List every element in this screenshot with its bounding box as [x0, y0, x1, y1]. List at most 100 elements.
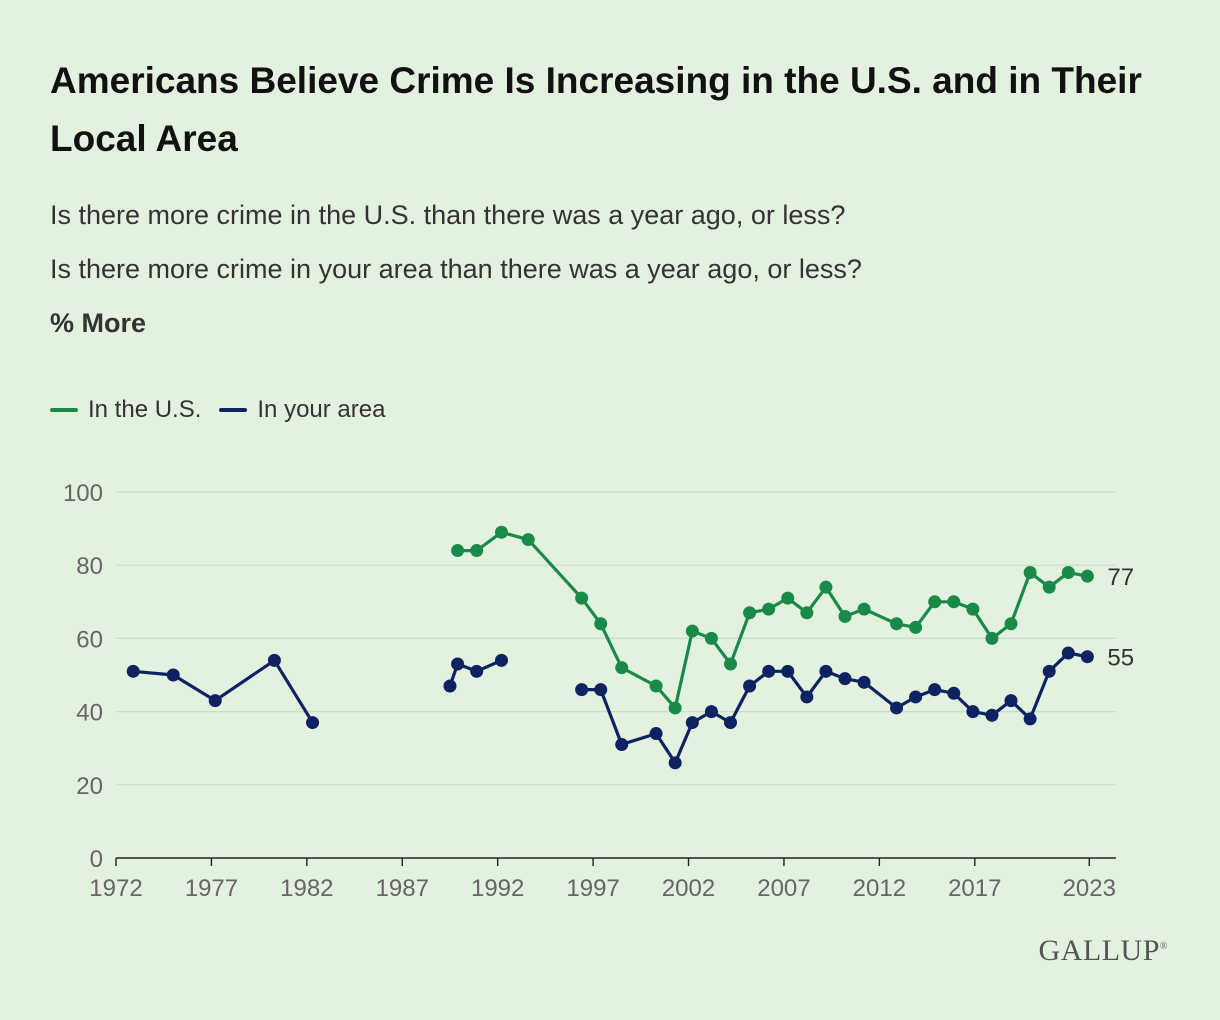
data-point-area [1061, 646, 1075, 660]
data-point-area [928, 683, 942, 697]
series-line-area-segment-1 [131, 658, 315, 725]
legend-item-us: In the U.S. [50, 396, 201, 424]
data-point-us [966, 602, 980, 616]
measure-label: % More [50, 308, 147, 338]
data-point-area [668, 756, 682, 770]
data-point-us [890, 617, 904, 631]
x-tick-label: 2002 [662, 875, 715, 902]
data-point-area [819, 664, 833, 678]
data-point-us [594, 617, 608, 631]
y-tick-label: 0 [90, 846, 103, 873]
x-tick-label: 1982 [280, 875, 333, 902]
x-tick-label: 1992 [471, 875, 524, 902]
data-point-area [615, 738, 629, 752]
data-point-area [306, 716, 320, 730]
data-point-us [743, 606, 757, 620]
data-point-area [890, 701, 904, 715]
legend-swatch-area [219, 408, 248, 412]
data-point-area [685, 716, 699, 730]
end-label-us: 77 [1107, 564, 1134, 591]
data-point-us [800, 606, 814, 620]
data-point-area [1080, 650, 1094, 664]
series-line-us-segment-1 [456, 530, 1090, 710]
chart-subtitle-us-question: Is there more crime in the U.S. than the… [50, 200, 846, 230]
data-point-area [947, 686, 961, 700]
data-point-area [743, 679, 757, 693]
data-point-us [704, 631, 718, 645]
data-point-area [126, 664, 140, 678]
series-line-area-segment-3 [579, 651, 1090, 765]
data-point-us [1080, 569, 1094, 583]
data-point-area [985, 708, 999, 722]
chart-legend: In the U.S. In your area [50, 396, 403, 424]
data-point-us [1042, 580, 1056, 594]
legend-label-area: In your area [257, 396, 386, 423]
data-point-area [166, 668, 180, 682]
data-point-area [451, 657, 465, 671]
data-point-us [819, 580, 833, 594]
data-point-us [762, 602, 776, 616]
data-point-area [649, 727, 663, 741]
data-point-us [857, 602, 871, 616]
data-point-area [1042, 664, 1056, 678]
data-point-us [928, 595, 942, 609]
y-tick-label: 100 [63, 480, 103, 507]
data-point-us [685, 624, 699, 638]
legend-item-area: In your area [219, 396, 385, 424]
data-point-area [594, 683, 608, 697]
x-tick-label: 1972 [89, 875, 142, 902]
data-point-us [1004, 617, 1018, 631]
x-tick-label: 1977 [185, 875, 238, 902]
legend-label-us: In the U.S. [88, 396, 202, 423]
data-point-us [668, 701, 682, 715]
gallup-logo: GALLUP® [1039, 934, 1168, 968]
data-point-us [1023, 566, 1037, 580]
y-tick-label: 20 [76, 773, 103, 800]
y-tick-label: 80 [76, 553, 103, 580]
data-point-us [781, 591, 795, 605]
data-point-area [575, 683, 589, 697]
legend-swatch-us [50, 408, 78, 412]
data-point-area [781, 664, 795, 678]
data-point-us [985, 631, 999, 645]
data-point-area [494, 653, 508, 667]
x-tick-label: 2012 [853, 875, 906, 902]
data-point-area [704, 705, 718, 719]
y-tick-label: 40 [76, 700, 103, 727]
y-tick-label: 60 [76, 626, 103, 653]
data-point-us [947, 595, 961, 609]
data-point-us [575, 591, 589, 605]
data-point-us [909, 620, 923, 634]
x-tick-label: 2017 [948, 875, 1001, 902]
data-point-area [443, 679, 457, 693]
data-point-area [267, 653, 281, 667]
data-point-us [724, 657, 738, 671]
x-tick-label: 1997 [566, 875, 619, 902]
data-point-area [857, 675, 871, 689]
data-point-us [615, 661, 629, 675]
data-point-us [451, 544, 465, 558]
data-point-area [966, 705, 980, 719]
data-point-area [1023, 712, 1037, 726]
series-line-area-segment-2 [448, 658, 504, 688]
gallup-wordmark: GALLUP [1038, 934, 1160, 967]
data-point-us [1061, 566, 1075, 580]
data-point-area [470, 664, 484, 678]
data-point-area [800, 690, 814, 704]
data-point-area [909, 690, 923, 704]
data-point-us [649, 679, 663, 693]
data-point-us [838, 609, 852, 623]
data-point-area [1004, 694, 1018, 708]
data-point-us [494, 525, 508, 539]
x-tick-label: 2007 [757, 875, 810, 902]
x-tick-label: 1987 [376, 875, 429, 902]
data-point-us [521, 533, 535, 547]
data-point-area [208, 694, 222, 708]
data-point-us [470, 544, 484, 558]
chart-title: Americans Believe Crime Is Increasing in… [50, 60, 1142, 159]
x-tick-label: 2023 [1063, 875, 1116, 902]
registered-mark: ® [1159, 941, 1168, 952]
chart-subtitle-area-question: Is there more crime in your area than th… [50, 254, 862, 284]
end-label-area: 55 [1107, 645, 1134, 672]
